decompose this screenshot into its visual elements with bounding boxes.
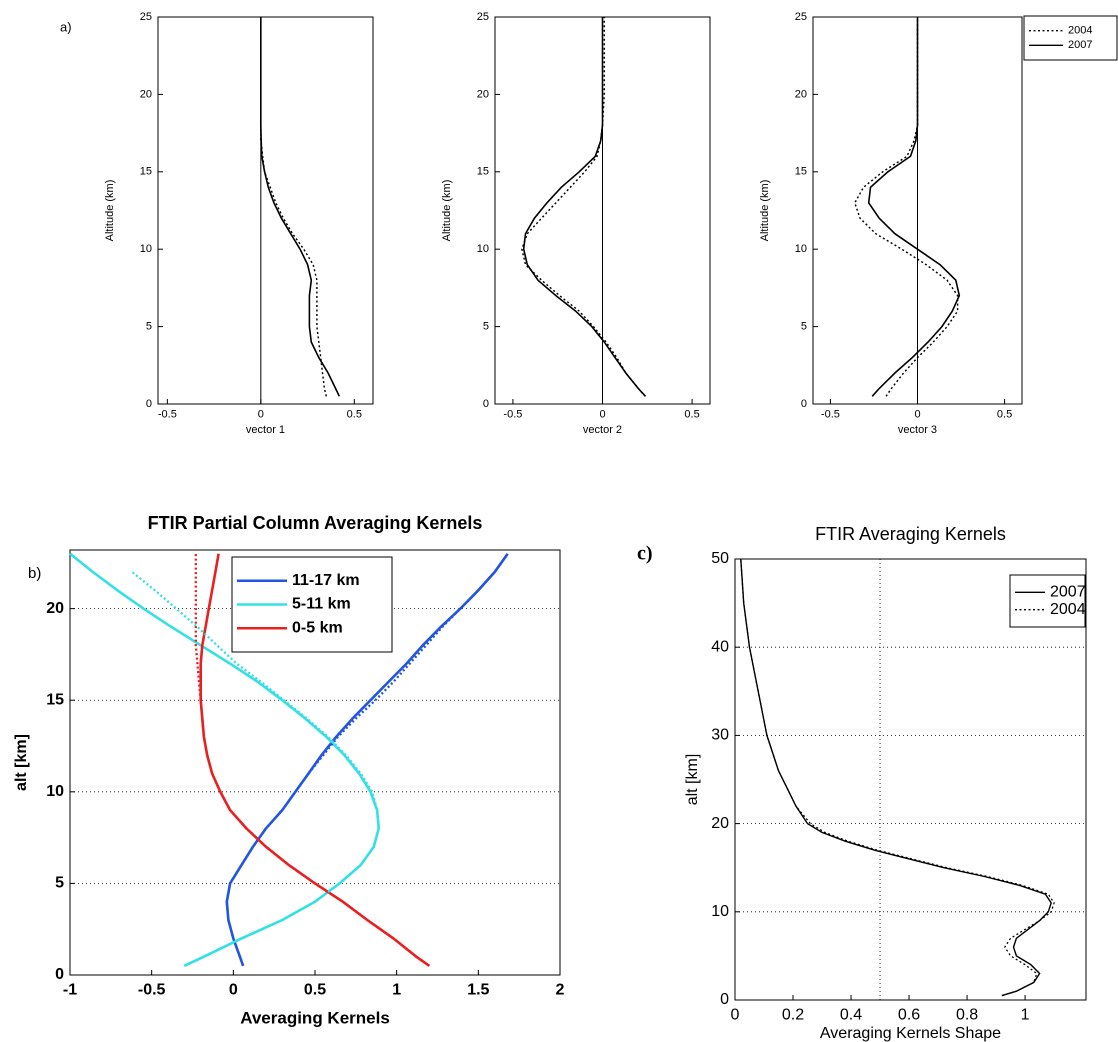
legend-box [1009, 574, 1086, 628]
y-tick-label: 25 [795, 11, 807, 23]
y-tick-label: 20 [477, 88, 489, 100]
x-tick-label: 0 [731, 1006, 740, 1023]
x-tick-label: 0.6 [898, 1006, 920, 1023]
x-tick-label: 0.5 [304, 981, 326, 998]
y-tick-label: 20 [711, 815, 729, 832]
profile-line [260, 17, 341, 397]
x-axis-label: Averaging Kernels [240, 1008, 390, 1027]
x-tick-label: 0 [258, 408, 264, 420]
y-tick-label: 0 [483, 398, 489, 410]
x-tick-label: 2 [556, 981, 565, 998]
y-axis-label: Altitude (km) [104, 180, 116, 242]
x-axis-label: Averaging Kernels Shape [820, 1025, 1001, 1042]
plot-frame [734, 558, 1087, 1001]
y-tick-label: 5 [146, 321, 152, 333]
x-tick-label: 1 [392, 981, 401, 998]
y-tick-label: 10 [711, 903, 729, 920]
y-tick-label: 0 [801, 398, 807, 410]
y-tick-label: 25 [140, 11, 152, 23]
y-tick-label: 30 [711, 727, 729, 744]
y-tick-label: 5 [483, 321, 489, 333]
y-tick-label: 10 [477, 243, 489, 255]
x-tick-label: 0.2 [782, 1006, 804, 1023]
plot-frame [157, 16, 374, 405]
y-tick-label: 5 [801, 321, 807, 333]
legend-label: 2007 [1050, 584, 1086, 601]
panel-label: a) [60, 19, 72, 34]
y-tick-label: 0 [55, 966, 64, 983]
profile-line [69, 552, 381, 967]
x-tick-label: 0 [229, 981, 238, 998]
y-axis-label: Altitude (km) [441, 180, 453, 242]
legend-label: 2004 [1068, 25, 1092, 37]
x-tick-label: 0.5 [347, 408, 362, 420]
y-tick-label: 50 [711, 550, 729, 567]
y-tick-label: 5 [55, 875, 64, 892]
y-tick-label: 10 [46, 783, 64, 800]
y-tick-label: 20 [46, 600, 64, 617]
x-tick-label: 0 [914, 408, 920, 420]
x-tick-label: -0.5 [503, 408, 522, 420]
x-tick-label: 0.5 [997, 408, 1012, 420]
y-tick-label: 0 [720, 991, 729, 1008]
x-tick-label: -1 [63, 981, 77, 998]
y-tick-label: 15 [477, 166, 489, 178]
profile-line [740, 558, 1055, 997]
profile-line [854, 17, 959, 397]
profile-line [867, 17, 961, 397]
x-tick-label: 1 [1021, 1006, 1030, 1023]
x-tick-label: 0.8 [956, 1006, 978, 1023]
y-tick-label: 20 [795, 88, 807, 100]
y-axis-label: alt [km] [13, 734, 30, 791]
legend-label: 5-11 km [292, 596, 351, 613]
profile-line [522, 17, 647, 397]
legend-label: 2004 [1050, 601, 1086, 618]
profile-line [260, 17, 327, 397]
x-axis-label: vector 3 [898, 424, 937, 436]
profile-line [199, 553, 431, 967]
x-tick-label: -0.5 [138, 981, 166, 998]
x-axis-label: vector 1 [246, 424, 285, 436]
x-tick-label: 1.5 [467, 981, 489, 998]
panel-label: b) [28, 565, 41, 582]
legend-label: 0-5 km [292, 619, 343, 636]
y-axis-label: Altitude (km) [759, 180, 771, 242]
y-axis-label: alt [km] [684, 754, 701, 806]
y-tick-label: 10 [140, 243, 152, 255]
y-tick-label: 25 [477, 11, 489, 23]
y-tick-label: 10 [795, 243, 807, 255]
y-tick-label: 15 [140, 166, 152, 178]
x-tick-label: 0 [599, 408, 605, 420]
legend-box [1023, 15, 1118, 61]
legend-label: 2007 [1068, 39, 1092, 51]
profile-line [225, 553, 509, 967]
y-tick-label: 0 [146, 398, 152, 410]
y-tick-label: 40 [711, 638, 729, 655]
x-tick-label: 0.5 [684, 408, 699, 420]
y-tick-label: 15 [795, 166, 807, 178]
legend-label: 11-17 km [292, 572, 360, 589]
x-tick-label: 0.4 [840, 1006, 862, 1023]
chart-title: FTIR Averaging Kernels [815, 524, 1006, 544]
y-tick-label: 15 [46, 691, 64, 708]
chart-title: FTIR Partial Column Averaging Kernels [148, 513, 483, 533]
x-axis-label: vector 2 [583, 424, 622, 436]
y-tick-label: 20 [140, 88, 152, 100]
x-tick-label: -0.5 [821, 408, 840, 420]
panel-label: c) [637, 543, 653, 565]
x-tick-label: -0.5 [158, 408, 177, 420]
